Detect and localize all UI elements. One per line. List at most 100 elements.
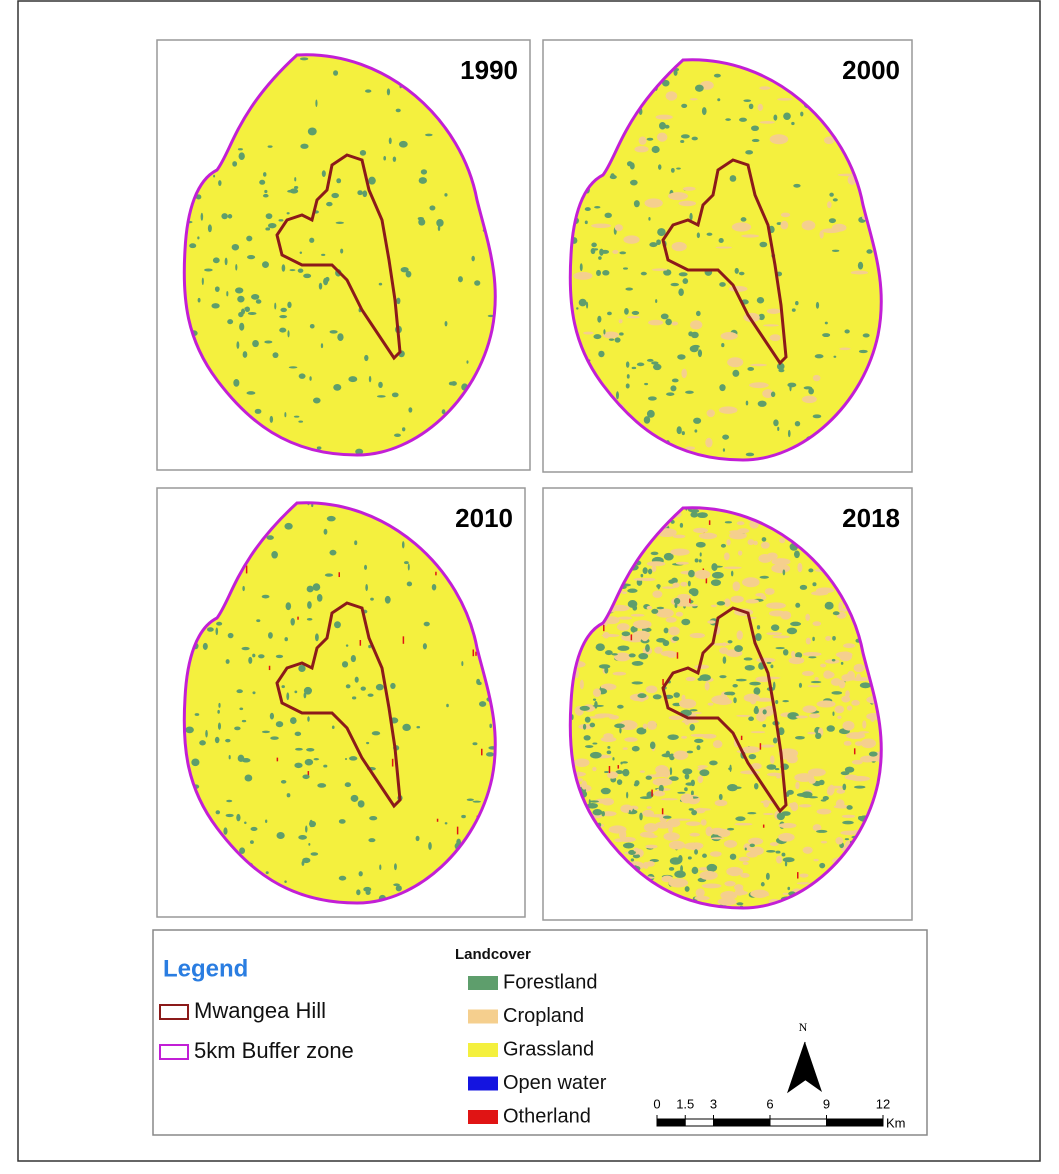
crop-patch [708,703,714,706]
forest-patch [239,707,243,710]
crop-patch [580,680,584,690]
crop-patch [633,631,650,639]
crop-patch [573,272,592,280]
forest-patch [593,809,603,815]
crop-patch [760,744,775,747]
forest-patch [393,883,400,886]
forest-patch [458,276,463,282]
forest-patch [627,589,637,593]
crop-patch [806,638,811,645]
forest-patch [833,198,838,201]
forest-patch [602,270,609,275]
forest-patch [655,299,657,303]
forest-patch [252,691,255,694]
forest-patch [659,122,666,129]
forest-patch [832,712,834,716]
forest-patch [766,764,776,770]
forest-patch [246,391,255,395]
forest-patch [425,134,433,137]
crop-patch [822,228,841,233]
forest-patch [314,758,319,760]
crop-patch [690,633,705,638]
forest-patch [746,453,754,457]
forest-patch [641,272,647,276]
forest-patch [339,876,347,881]
forest-patch [647,792,651,798]
forest-patch [351,655,356,662]
crop-patch [647,606,652,610]
forest-patch [679,272,688,276]
forest-patch [675,603,678,608]
forest-patch [676,167,681,169]
crop-patch [601,737,617,742]
forest-patch [719,238,724,243]
landcover-swatch [468,1110,498,1124]
forest-patch [598,351,604,357]
forest-patch [245,775,253,782]
forest-patch [672,636,679,641]
crop-patch [839,347,850,350]
forest-patch [674,598,680,604]
crop-patch [685,446,695,449]
forest-patch [300,144,308,149]
forest-patch [812,582,816,586]
scale-segment [685,1119,713,1126]
forest-patch [262,731,270,734]
forest-patch [324,529,328,535]
panel-year: 2018 [842,503,900,533]
forest-patch [771,392,775,398]
crop-patch [661,875,672,882]
crop-patch [686,677,696,681]
crop-patch [642,810,654,817]
crop-patch [838,602,843,612]
forest-patch [461,661,463,666]
crop-patch [817,700,836,707]
forest-patch [773,738,777,744]
forest-patch [298,269,304,273]
forest-patch [326,202,332,206]
crop-patch [699,871,717,880]
crop-patch [591,224,611,229]
forest-patch [406,271,412,278]
forest-patch [670,767,672,775]
forest-patch [783,569,786,575]
forest-patch [833,611,840,615]
forest-patch [690,724,695,731]
forest-patch [321,343,323,348]
crop-patch [724,553,730,561]
crop-patch [823,672,834,679]
forest-patch [265,820,267,823]
forest-patch [423,643,427,649]
forest-patch [719,794,723,800]
forest-patch [266,213,273,219]
forest-patch [399,141,408,148]
crop-patch [680,582,687,587]
forest-patch [687,751,693,754]
crop-patch [821,841,827,844]
forest-patch [419,177,427,184]
landcover-title: Landcover [455,946,531,963]
crop-patch [740,770,760,774]
forest-patch [270,736,279,740]
forest-patch [834,356,837,358]
crop-patch [710,837,724,839]
forest-patch [787,712,798,720]
forest-patch [685,782,693,785]
forest-patch [362,190,367,197]
scale-unit: Km [886,1115,906,1130]
crop-patch [671,322,678,326]
forest-patch [827,725,835,732]
forest-patch [213,175,215,178]
forest-patch [583,724,586,730]
forest-patch [773,114,777,120]
crop-patch [759,86,770,90]
forest-patch [692,345,700,348]
crop-patch [778,833,795,842]
forest-patch [777,812,785,820]
forest-patch [603,329,605,334]
forest-patch [651,609,658,614]
forest-patch [368,694,374,697]
forest-patch [432,584,437,590]
forest-patch [717,601,725,605]
forest-patch [681,104,687,108]
